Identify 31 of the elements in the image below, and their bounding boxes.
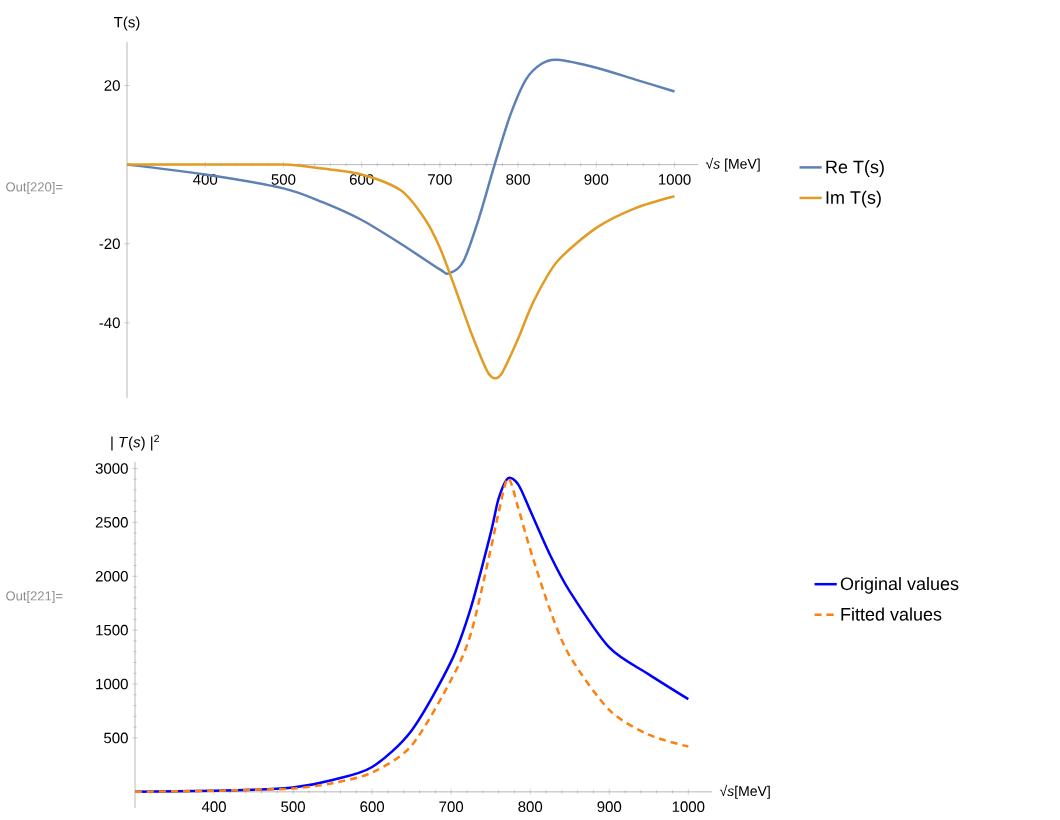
y-tick-label: 3000 <box>95 463 128 474</box>
x-tick-label: 800 <box>518 801 543 812</box>
y-tick-label: 2000 <box>95 570 128 582</box>
x-tick-label: 400 <box>201 801 226 812</box>
legend-label: Im T(s) <box>826 190 881 208</box>
x-tick-label: 500 <box>271 174 296 185</box>
legend-label: Original values <box>840 576 959 594</box>
y-tick-label: 1000 <box>96 678 128 690</box>
x-tick-label: 700 <box>428 174 452 185</box>
text: Out[220]= <box>6 181 63 195</box>
x-tick-label: 1000 <box>672 801 705 812</box>
y-tick-label: 1500 <box>96 624 128 636</box>
x-tick-label: 900 <box>597 801 622 812</box>
legend-label: Re T(s) <box>826 160 884 177</box>
y-tick-label: -20 <box>99 238 120 250</box>
x-tick-label: 500 <box>281 801 305 812</box>
y-tick-label: 2500 <box>95 517 128 528</box>
y-tick-label: -40 <box>99 317 120 329</box>
x-tick-label: 600 <box>360 801 385 812</box>
x-axis-title: √s[MeV] <box>719 784 770 799</box>
x-axis-title: √s [MeV] <box>705 157 760 172</box>
y-axis-title: T(s) <box>114 16 140 31</box>
x-tick-label: 1000 <box>658 174 691 185</box>
y-tick-label: 500 <box>104 732 128 744</box>
y-tick-label: 20 <box>104 80 120 91</box>
y-axis-title: | T(s) |$^{2}$ <box>111 434 159 451</box>
x-tick-label: 800 <box>506 174 531 185</box>
legend-label: Fitted values <box>841 607 942 621</box>
x-tick-label: 900 <box>584 174 609 185</box>
text: Out[221]= <box>6 590 63 604</box>
x-tick-label: 700 <box>439 801 464 812</box>
